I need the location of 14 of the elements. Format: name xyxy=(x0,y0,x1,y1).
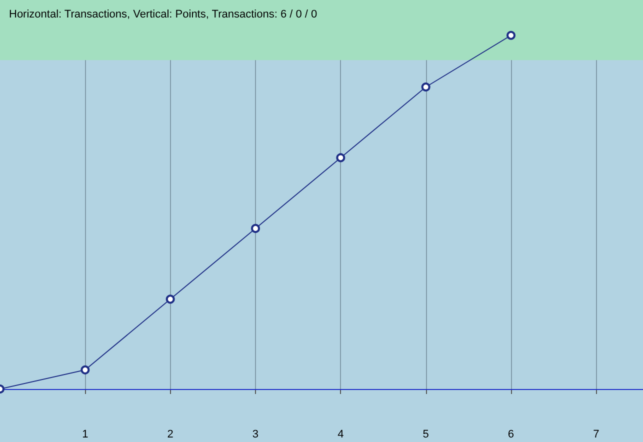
x-tick-label: 5 xyxy=(422,428,429,440)
x-tick-label: 1 xyxy=(82,428,88,440)
x-tick-label: 7 xyxy=(593,428,600,440)
point xyxy=(166,294,175,304)
chart-title: Horizontal: Transactions, Vertical: Points, Transactions: 6 / 0 / 0 xyxy=(9,8,318,20)
x-tick-label: 2 xyxy=(167,428,174,440)
point xyxy=(80,365,90,374)
x-tick-label: 6 xyxy=(508,428,514,440)
point xyxy=(421,82,430,92)
x-tick-label: 3 xyxy=(252,428,259,440)
point xyxy=(506,30,516,40)
point xyxy=(336,153,346,162)
point xyxy=(251,224,260,233)
x-tick-label: 4 xyxy=(338,428,344,440)
